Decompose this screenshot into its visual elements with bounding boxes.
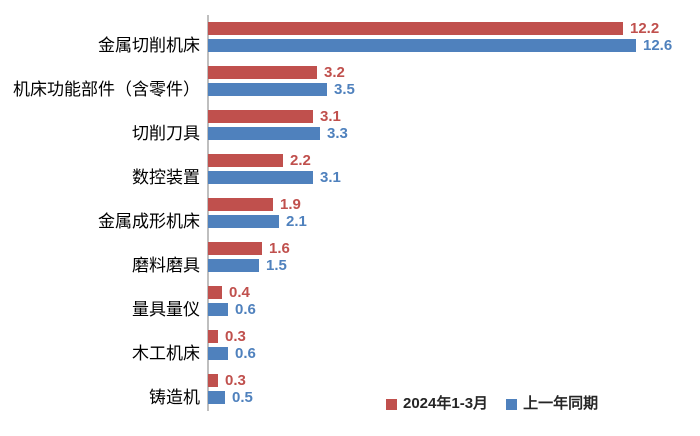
bar-series-1 — [208, 347, 228, 360]
chart-row: 金属成形机床 1.9 2.1 — [0, 191, 700, 235]
bar-series-0 — [208, 110, 313, 123]
chart-row: 机床功能部件（含零件） 3.2 3.5 — [0, 59, 700, 103]
category-label: 木工机床 — [132, 344, 200, 364]
legend-item-prior-period: 上一年同期 — [506, 396, 598, 412]
value-label-series-1: 3.5 — [334, 81, 355, 98]
category-label: 金属切削机床 — [98, 36, 200, 56]
category-label: 切削刀具 — [132, 124, 200, 144]
bar-series-0 — [208, 198, 273, 211]
chart-row: 数控装置 2.2 3.1 — [0, 147, 700, 191]
value-label-series-0: 0.3 — [225, 372, 246, 389]
value-label-series-1: 0.6 — [235, 345, 256, 362]
chart-row: 金属切削机床 12.2 12.6 — [0, 15, 700, 59]
value-label-series-1: 1.5 — [266, 257, 287, 274]
category-label: 金属成形机床 — [98, 212, 200, 232]
legend-item-current-period: 2024年1-3月 — [386, 396, 488, 412]
legend-label-current-period: 2024年1-3月 — [403, 395, 489, 412]
value-label-series-1: 0.6 — [235, 301, 256, 318]
value-label-series-0: 1.9 — [280, 196, 301, 213]
bar-series-1 — [208, 127, 320, 140]
bar-series-1 — [208, 303, 228, 316]
chart-row: 磨料磨具 1.6 1.5 — [0, 235, 700, 279]
chart-legend: 2024年1-3月 上一年同期 — [386, 396, 598, 412]
chart-row: 铸造机 0.3 0.5 — [0, 367, 700, 411]
category-label: 磨料磨具 — [132, 256, 200, 276]
chart-row: 量具量仪 0.4 0.6 — [0, 279, 700, 323]
value-label-series-0: 1.6 — [269, 240, 290, 257]
category-label: 量具量仪 — [132, 300, 200, 320]
bar-series-0 — [208, 154, 283, 167]
bar-series-0 — [208, 66, 317, 79]
bar-series-1 — [208, 391, 225, 404]
bar-series-1 — [208, 259, 259, 272]
bar-series-1 — [208, 171, 313, 184]
chart-plot-area: 金属切削机床 12.2 12.6 机床功能部件（含零件） 3.2 3.5 切削刀… — [0, 15, 700, 411]
bar-series-0 — [208, 22, 623, 35]
chart-row: 木工机床 0.3 0.6 — [0, 323, 700, 367]
bar-series-1 — [208, 39, 636, 52]
value-label-series-1: 12.6 — [643, 37, 673, 54]
value-label-series-0: 2.2 — [290, 152, 311, 169]
legend-label-prior-period: 上一年同期 — [523, 395, 599, 412]
bar-series-1 — [208, 215, 279, 228]
value-label-series-0: 0.3 — [225, 328, 246, 345]
category-label: 铸造机 — [149, 388, 200, 408]
legend-swatch-current-period — [386, 398, 397, 410]
value-label-series-0: 3.2 — [324, 64, 345, 81]
value-label-series-1: 0.5 — [232, 389, 253, 406]
bar-series-1 — [208, 83, 327, 96]
category-label: 机床功能部件（含零件） — [13, 80, 200, 100]
chart-row: 切削刀具 3.1 3.3 — [0, 103, 700, 147]
bar-series-0 — [208, 242, 262, 255]
value-label-series-1: 2.1 — [286, 213, 307, 230]
bar-series-0 — [208, 374, 218, 387]
bar-series-0 — [208, 286, 222, 299]
value-label-series-1: 3.3 — [327, 125, 348, 142]
value-label-series-1: 3.1 — [320, 169, 341, 186]
legend-swatch-prior-period — [506, 398, 518, 410]
category-label: 数控装置 — [132, 168, 200, 188]
value-label-series-0: 0.4 — [229, 284, 250, 301]
bar-series-0 — [208, 330, 218, 343]
value-label-series-0: 12.2 — [630, 20, 660, 37]
value-label-series-0: 3.1 — [320, 108, 341, 125]
category-axis-line — [207, 15, 209, 411]
